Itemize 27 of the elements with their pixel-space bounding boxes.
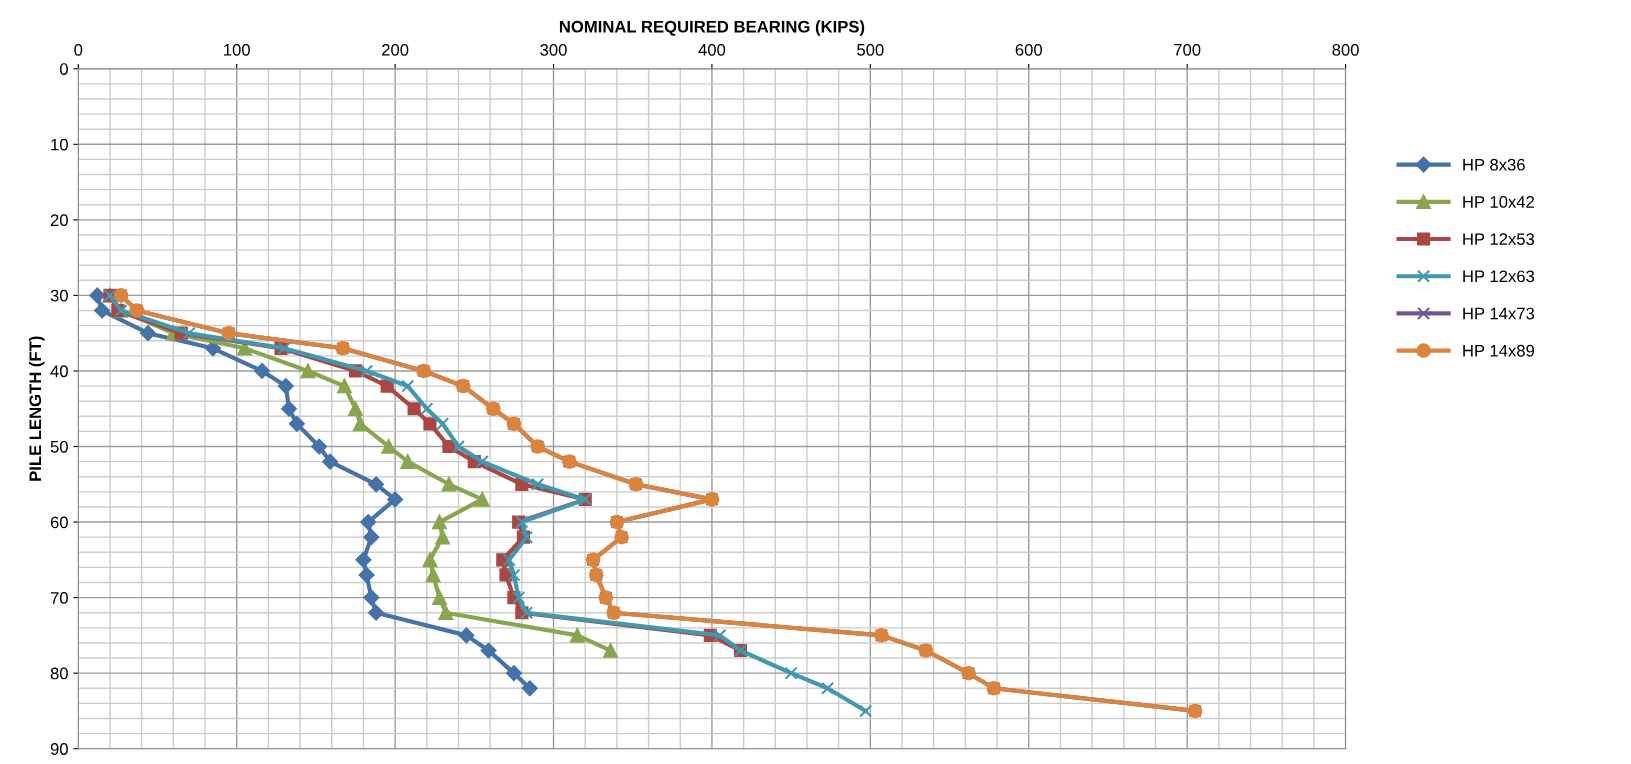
- x-tick-label: 100: [224, 43, 250, 56]
- x-tick-label: 500: [857, 43, 884, 56]
- x-tick-label: 200: [382, 43, 409, 56]
- legend-label: HP 12x63: [1463, 270, 1535, 283]
- y-tick-label: 40: [50, 365, 68, 378]
- y-tick-label: 20: [50, 214, 68, 227]
- x-tick-label: 600: [1015, 43, 1043, 56]
- legend-label: HP 14x89: [1463, 344, 1535, 357]
- x-axis-title: NOMINAL REQUIRED BEARING (KIPS): [559, 20, 865, 36]
- y-tick-label: 50: [50, 440, 68, 453]
- y-tick-label: 30: [50, 289, 68, 302]
- x-tick-label: 800: [1332, 43, 1359, 56]
- y-tick-label: 80: [50, 667, 68, 680]
- legend-label: HP 8x36: [1463, 158, 1525, 171]
- y-axis-title: PILE LENGTH (FT): [28, 336, 45, 481]
- x-tick-label: 700: [1174, 43, 1201, 56]
- y-tick-label: 10: [51, 138, 68, 151]
- x-tick-label: 300: [540, 43, 567, 56]
- y-tick-label: 70: [50, 592, 68, 604]
- x-tick-label: 0: [74, 43, 83, 56]
- y-tick-label: 0: [59, 63, 68, 75]
- y-tick-label: 90: [50, 743, 68, 755]
- legend-label: HP 10x42: [1463, 196, 1534, 208]
- legend-label: HP 12x53: [1463, 233, 1535, 246]
- y-tick-label: 60: [50, 516, 68, 529]
- x-tick-label: 400: [698, 43, 726, 56]
- legend-label: HP 14x73: [1463, 307, 1535, 320]
